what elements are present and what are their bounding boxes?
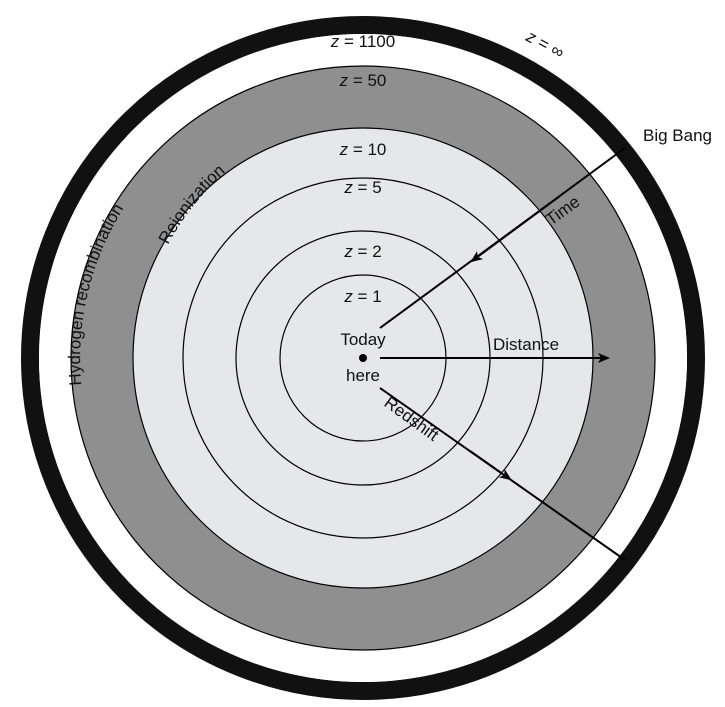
distance-label: Distance (493, 335, 559, 354)
equals-sign: = (353, 178, 372, 197)
equals-sign: = (353, 242, 372, 261)
redshift-arrowhead (469, 450, 512, 481)
svg-text:z = ∞: z = ∞ (522, 26, 567, 62)
z-2-value: 2 (372, 242, 381, 261)
today-label: Today (340, 330, 386, 349)
z-1-label: z = 1 (343, 287, 381, 306)
time-arrowhead (470, 195, 561, 263)
equals-sign: = (348, 140, 367, 159)
equals-sign: = (339, 32, 358, 51)
z-5-label: z = 5 (343, 178, 381, 197)
z-5-value: 5 (372, 178, 381, 197)
z-1100-value: 1100 (359, 32, 396, 51)
z-symbol: z (343, 242, 353, 261)
z-symbol: z (343, 287, 353, 306)
z-symbol: z (330, 32, 340, 51)
z-symbol: z (339, 140, 349, 159)
big-bang-ring (21, 16, 705, 700)
equals-sign: = (353, 287, 372, 306)
z-inf-label: z = ∞ (522, 26, 567, 62)
z-10-value: 10 (367, 140, 386, 159)
z-1100-label: z = 1100 (330, 32, 395, 51)
z-50-value: 50 (367, 71, 386, 90)
z-1-value: 1 (372, 287, 381, 306)
z-50-label: z = 50 (339, 71, 387, 90)
z-10-label: z = 10 (339, 140, 387, 159)
z-symbol: z (339, 71, 349, 90)
here-dot (359, 354, 367, 362)
big-bang-label: Big Bang (643, 126, 712, 145)
z-symbol: z (343, 178, 353, 197)
equals-sign: = (348, 71, 367, 90)
here-label: here (346, 366, 380, 385)
z-2-label: z = 2 (343, 242, 381, 261)
